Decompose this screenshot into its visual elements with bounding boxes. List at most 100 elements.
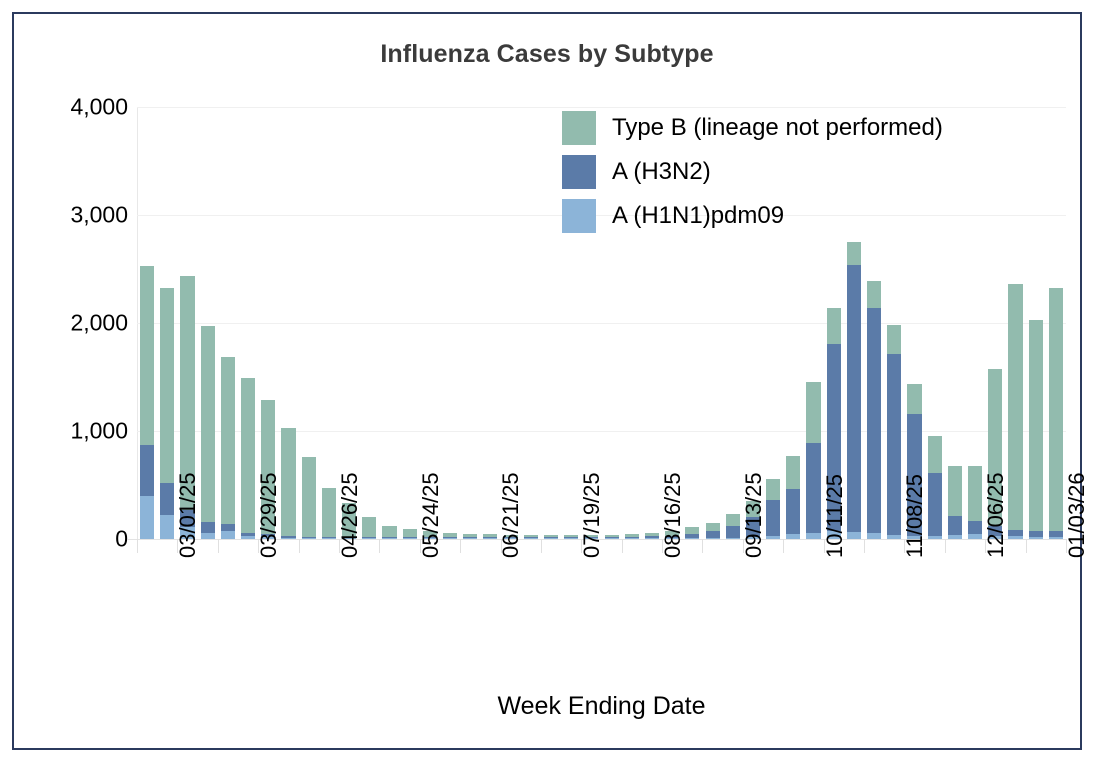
bar-stack[interactable] xyxy=(988,368,1003,539)
bar-segment xyxy=(180,527,195,539)
bar-stack[interactable] xyxy=(140,265,155,539)
plot-area xyxy=(127,107,1066,540)
bar-stack[interactable] xyxy=(665,531,680,539)
bar-stack[interactable] xyxy=(968,466,983,539)
bar-segment xyxy=(826,531,841,539)
bar-segment xyxy=(806,382,821,443)
x-axis-tick-label: 07/19/25 xyxy=(579,472,605,558)
bar-stack[interactable] xyxy=(341,502,357,539)
bar-stack[interactable] xyxy=(725,513,740,539)
bar-segment xyxy=(463,533,478,538)
bar-segment xyxy=(907,535,922,539)
bar-segment xyxy=(442,532,458,538)
gridline xyxy=(127,539,1066,540)
bar-stack[interactable] xyxy=(1008,283,1023,539)
bar-segment xyxy=(988,525,1003,536)
bar-stack[interactable] xyxy=(564,535,579,539)
bar-segment xyxy=(705,523,720,532)
bar-segment xyxy=(564,537,579,539)
bar-stack[interactable] xyxy=(705,523,720,539)
bar-stack[interactable] xyxy=(947,465,962,539)
bar-segment xyxy=(1008,529,1023,537)
legend-label: A (H3N2) xyxy=(612,158,711,185)
chart-frame: Influenza Cases by Subtype 0 1,000 2,000 3,… xyxy=(12,12,1089,750)
bar-stack[interactable] xyxy=(160,288,175,539)
x-axis-tick xyxy=(258,539,260,553)
bar-stack[interactable] xyxy=(180,275,195,539)
bar-stack[interactable] xyxy=(321,487,336,539)
chart-legend: Type B (lineage not performed) A (H3N2) A … xyxy=(562,106,1032,238)
bar-segment xyxy=(1048,287,1063,531)
gridline xyxy=(137,431,1066,432)
bar-stack[interactable] xyxy=(503,534,518,539)
bar-segment xyxy=(806,442,821,533)
bar-stack[interactable] xyxy=(887,324,902,539)
bar-segment xyxy=(846,531,861,539)
bar-stack[interactable] xyxy=(261,400,276,539)
x-axis-tick xyxy=(621,539,623,553)
bar-segment xyxy=(826,343,841,532)
legend-item[interactable]: Type B (lineage not performed) xyxy=(562,106,1032,150)
bar-stack[interactable] xyxy=(362,516,377,539)
bar-segment xyxy=(1028,531,1043,537)
bar-segment xyxy=(261,536,276,539)
legend-item[interactable]: A (H3N2) xyxy=(562,150,1032,194)
bar-segment xyxy=(301,537,316,539)
bar-stack[interactable] xyxy=(644,533,660,539)
bar-segment xyxy=(362,516,377,538)
bar-segment xyxy=(261,400,276,535)
bar-stack[interactable] xyxy=(786,456,801,539)
bar-stack[interactable] xyxy=(867,281,882,539)
legend-item[interactable]: A (H1N1)pdm09 xyxy=(562,194,1032,238)
bar-stack[interactable] xyxy=(584,535,599,539)
bar-segment xyxy=(968,466,983,522)
bar-stack[interactable] xyxy=(1028,319,1043,539)
bar-segment xyxy=(503,537,518,539)
bar-segment xyxy=(503,538,518,539)
bar-stack[interactable] xyxy=(1048,287,1063,539)
bar-stack[interactable] xyxy=(422,530,437,539)
bar-stack[interactable] xyxy=(523,535,538,539)
bar-stack[interactable] xyxy=(483,534,498,539)
legend-swatch-icon xyxy=(562,199,596,233)
bar-stack[interactable] xyxy=(463,533,478,539)
bar-segment xyxy=(543,535,559,538)
bar-segment xyxy=(624,536,639,539)
bar-stack[interactable] xyxy=(604,534,619,539)
bar-segment xyxy=(281,428,296,537)
bar-stack[interactable] xyxy=(200,326,215,539)
bar-stack[interactable] xyxy=(220,357,235,539)
bar-stack[interactable] xyxy=(745,501,761,539)
bar-segment xyxy=(442,537,458,539)
y-axis-tick-label: 4,000 xyxy=(70,93,128,120)
y-axis-tick-label: 0 xyxy=(115,525,128,552)
bar-stack[interactable] xyxy=(281,428,296,539)
x-axis-tick-label: 12/06/25 xyxy=(983,472,1009,558)
bar-segment xyxy=(382,538,397,539)
bar-stack[interactable] xyxy=(806,382,821,539)
bar-stack[interactable] xyxy=(301,456,316,539)
bar-stack[interactable] xyxy=(766,478,781,539)
bar-segment xyxy=(887,534,902,539)
bar-stack[interactable] xyxy=(543,535,559,539)
bar-segment xyxy=(523,538,538,539)
bar-segment xyxy=(1048,536,1063,539)
bar-stack[interactable] xyxy=(826,307,841,539)
bar-stack[interactable] xyxy=(624,534,639,539)
bar-segment xyxy=(200,521,215,533)
bar-stack[interactable] xyxy=(402,528,417,539)
bar-stack[interactable] xyxy=(382,525,397,539)
bar-stack[interactable] xyxy=(685,527,700,539)
bar-segment xyxy=(382,525,397,538)
bar-segment xyxy=(483,538,498,539)
bar-segment xyxy=(564,538,579,539)
bar-segment xyxy=(988,535,1003,539)
bar-segment xyxy=(564,535,579,538)
bar-segment xyxy=(947,465,962,517)
bar-stack[interactable] xyxy=(927,435,942,539)
bar-stack[interactable] xyxy=(846,242,861,539)
x-axis-tick-label: 06/21/25 xyxy=(498,472,524,558)
bar-stack[interactable] xyxy=(241,378,256,539)
bar-stack[interactable] xyxy=(442,532,458,539)
bar-stack[interactable] xyxy=(907,383,922,539)
